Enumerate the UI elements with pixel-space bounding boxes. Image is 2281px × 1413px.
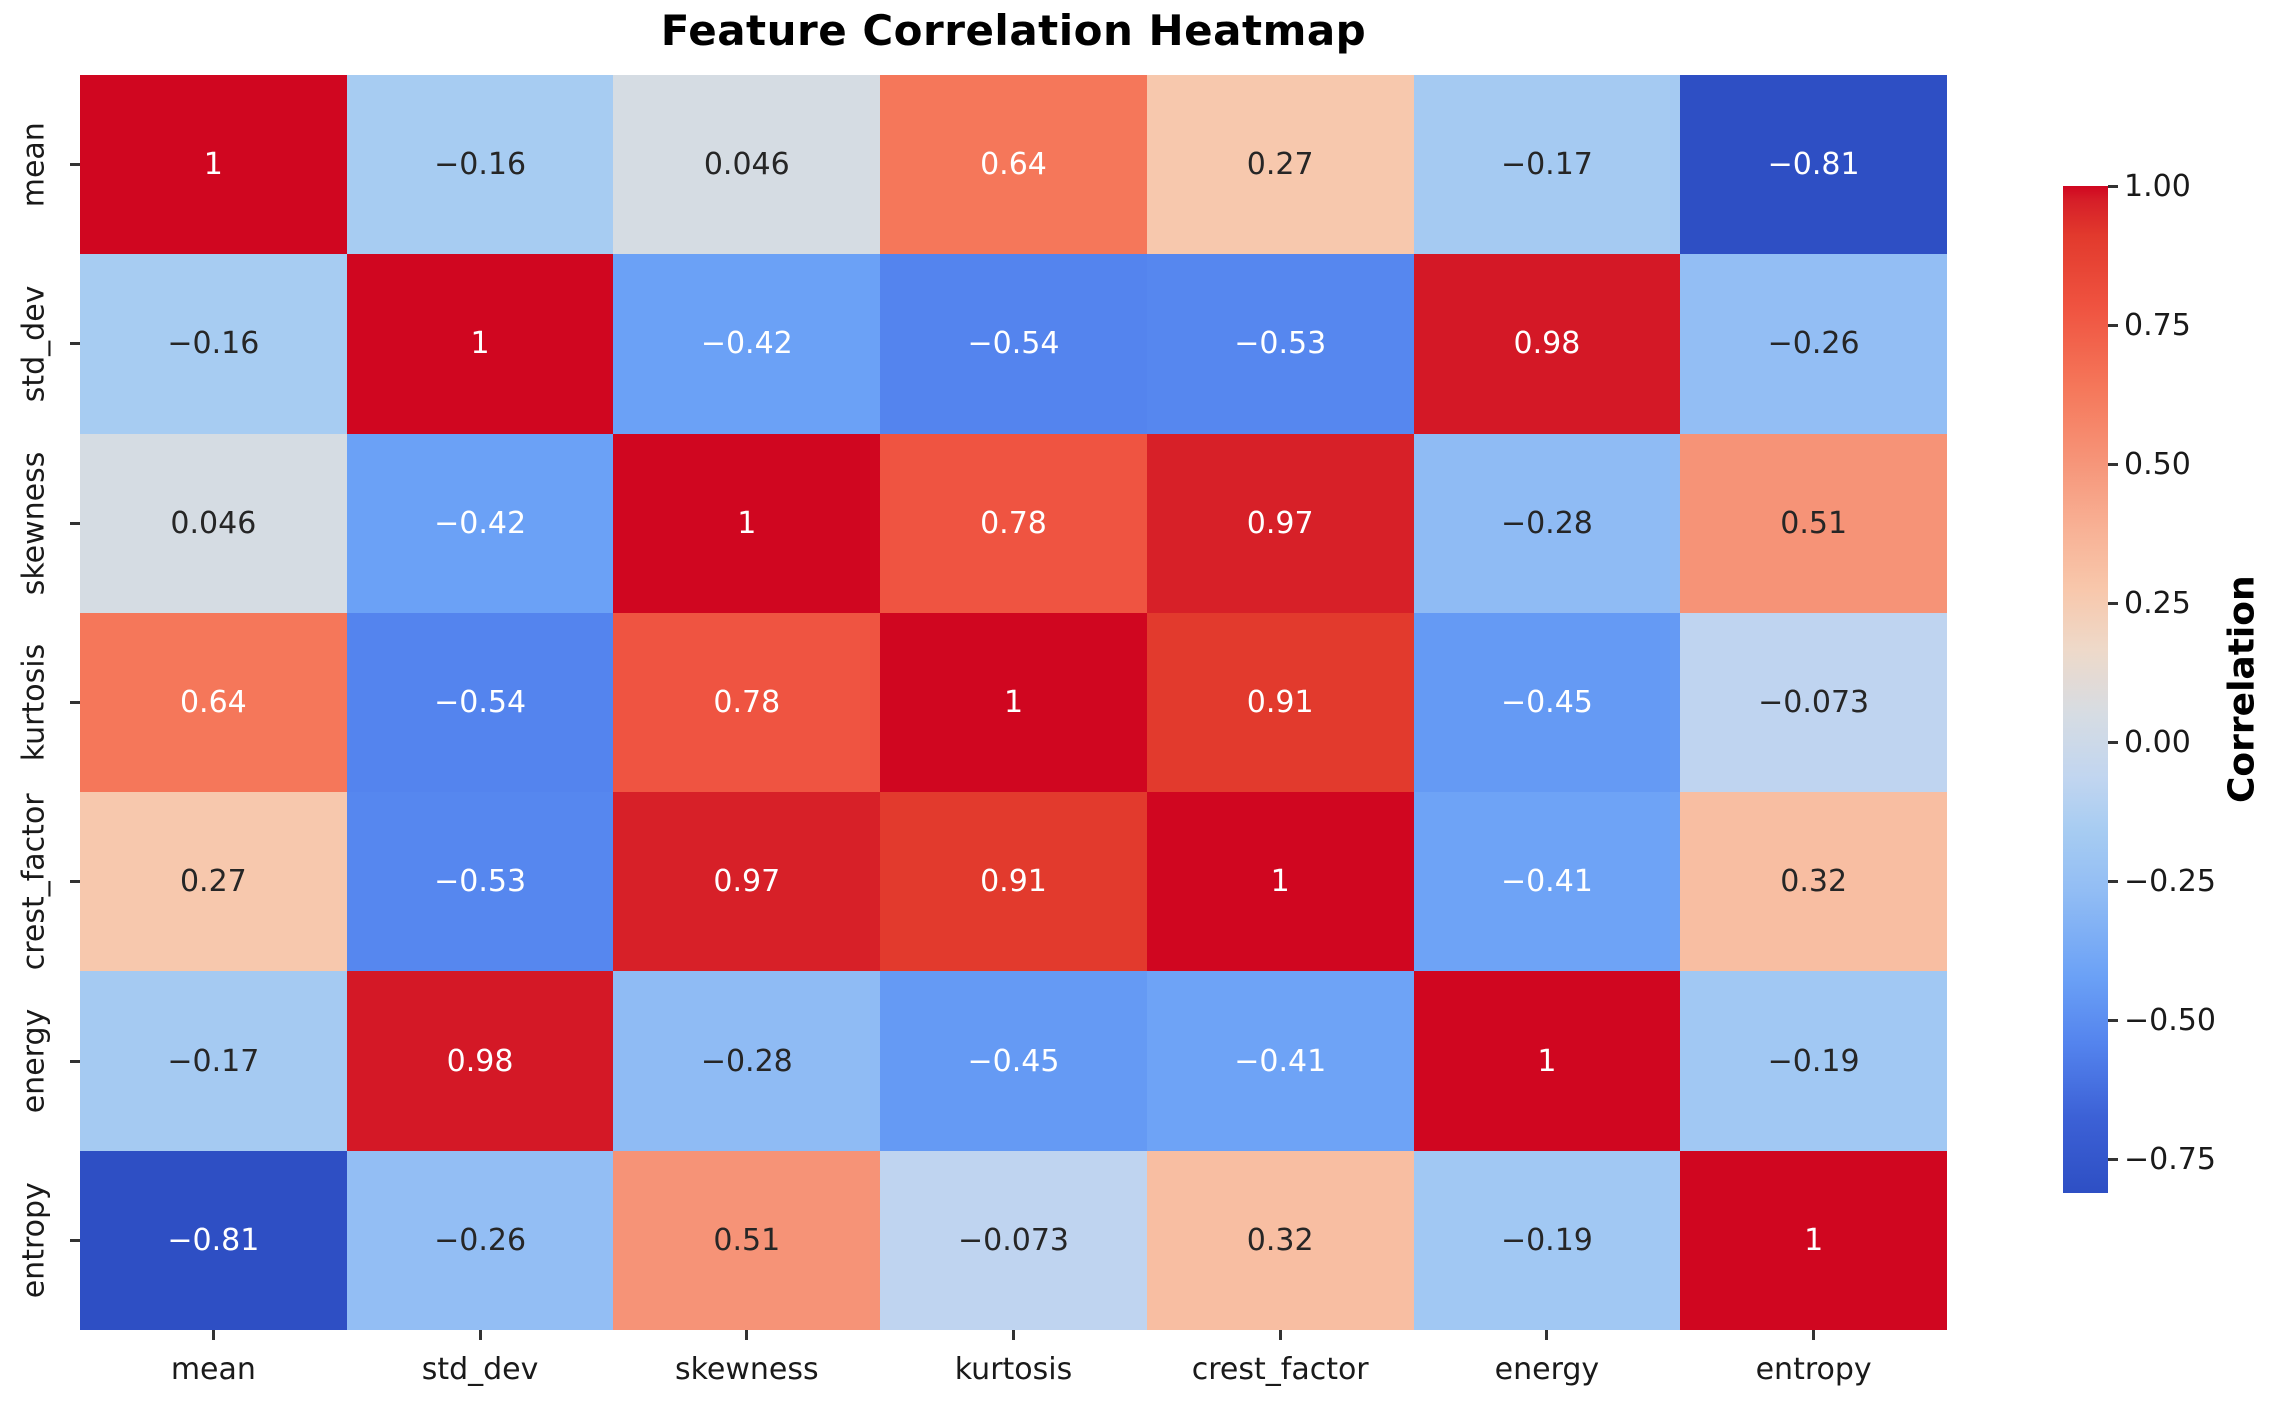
y-tick-mark — [70, 701, 80, 704]
heatmap-cell: −0.81 — [1680, 75, 1947, 255]
x-axis-label: std_dev — [421, 1352, 539, 1387]
heatmap-cell: 0.64 — [80, 612, 347, 793]
colorbar-tick-mark — [2108, 879, 2118, 883]
heatmap-cell: 0.91 — [880, 792, 1147, 972]
heatmap-cell: −0.16 — [346, 75, 614, 255]
y-tick-mark — [70, 1238, 80, 1242]
colorbar-tick-mark — [2108, 184, 2118, 188]
colorbar-tick-label: 0.00 — [2124, 724, 2191, 760]
heatmap-cell: −0.28 — [1413, 433, 1681, 613]
heatmap-cell: 0.32 — [1146, 1150, 1414, 1330]
colorbar-tick-label: −0.25 — [2124, 863, 2216, 899]
heatmap-cell: 1 — [1413, 971, 1681, 1151]
y-tick-mark — [70, 880, 80, 884]
heatmap-cell: 0.51 — [613, 1150, 881, 1330]
heatmap-cell: −0.073 — [1680, 612, 1947, 793]
chart-title: Feature Correlation Heatmap — [660, 6, 1367, 55]
heatmap-cell: −0.26 — [346, 1150, 614, 1330]
heatmap-cell: 0.78 — [880, 433, 1147, 613]
heatmap-cell: −0.41 — [1146, 971, 1414, 1151]
colorbar-tick-label: 0.75 — [2124, 307, 2191, 343]
heatmap-cell: 0.32 — [1680, 792, 1947, 972]
colorbar-tick-mark — [2108, 1019, 2118, 1023]
x-tick-mark — [1012, 1330, 1015, 1340]
heatmap-cell: −0.53 — [1146, 254, 1414, 434]
heatmap-cell: −0.28 — [613, 971, 881, 1151]
colorbar-tick-mark — [2108, 1158, 2118, 1162]
y-tick-mark — [70, 163, 80, 167]
y-tick-mark — [70, 1059, 80, 1063]
heatmap-cell: 0.97 — [613, 792, 881, 972]
heatmap-cell: −0.54 — [880, 254, 1147, 434]
heatmap-cell: 0.51 — [1680, 433, 1947, 613]
heatmap-cell: −0.17 — [1413, 75, 1681, 255]
heatmap-cell: −0.41 — [1413, 792, 1681, 972]
colorbar-tick-mark — [2108, 740, 2118, 744]
heatmap-grid: 1 −0.16 0.046 0.64 0.27 −0.17 −0.81 −0.16 1 −0.42… — [80, 75, 1947, 1330]
y-axis-label: kurtosis — [16, 643, 52, 762]
heatmap-cell: 0.78 — [613, 612, 881, 793]
y-tick-mark — [70, 521, 80, 525]
x-axis-label: crest_factor — [1191, 1352, 1369, 1387]
x-tick-mark — [745, 1330, 749, 1340]
y-axis-label: energy — [16, 1008, 52, 1114]
heatmap-cell: −0.45 — [880, 971, 1147, 1151]
heatmap-cell: −0.073 — [880, 1150, 1147, 1330]
heatmap-cell: −0.19 — [1413, 1150, 1681, 1330]
y-tick-mark — [70, 342, 80, 346]
x-tick-mark — [211, 1330, 215, 1340]
x-tick-mark — [1812, 1330, 1816, 1340]
heatmap-cell: 1 — [80, 75, 347, 255]
heatmap-cell: 1 — [346, 254, 614, 434]
heatmap-cell: 0.98 — [1413, 254, 1681, 434]
heatmap-cell: 1 — [880, 612, 1147, 793]
colorbar-tick-mark — [2108, 323, 2118, 327]
colorbar-tick-label: −0.50 — [2124, 1003, 2216, 1039]
colorbar — [2063, 186, 2108, 1193]
heatmap-cell: −0.16 — [80, 254, 347, 434]
x-axis-label: energy — [1494, 1352, 1600, 1387]
colorbar-tick-label: 0.50 — [2124, 446, 2191, 482]
y-axis-label: entropy — [16, 1182, 52, 1299]
colorbar-tick-label: 1.00 — [2124, 168, 2191, 204]
colorbar-tick-mark — [2108, 601, 2118, 605]
heatmap-cell: 0.27 — [80, 792, 347, 972]
heatmap-cell: 0.91 — [1146, 612, 1414, 793]
y-axis-label: std_dev — [16, 285, 52, 403]
heatmap-cell: −0.42 — [613, 254, 881, 434]
x-axis-label: mean — [170, 1352, 256, 1387]
heatmap-cell: 0.98 — [346, 971, 614, 1151]
x-tick-mark — [478, 1330, 482, 1340]
heatmap-cell: 0.27 — [1146, 75, 1414, 255]
heatmap-cell: 1 — [1680, 1150, 1947, 1330]
heatmap-cell: −0.81 — [80, 1150, 347, 1330]
colorbar-tick-label: −0.75 — [2124, 1142, 2216, 1178]
x-axis-label: entropy — [1755, 1352, 1872, 1387]
heatmap-cell: 0.64 — [880, 75, 1147, 255]
heatmap-cell: −0.42 — [346, 433, 614, 613]
y-axis-label: skewness — [16, 451, 52, 596]
x-axis-label: skewness — [674, 1352, 819, 1387]
heatmap-cell: 0.97 — [1146, 433, 1414, 613]
x-tick-mark — [1278, 1330, 1282, 1340]
heatmap-cell: 1 — [1146, 792, 1414, 972]
heatmap-cell: −0.54 — [346, 612, 614, 793]
heatmap-cell: −0.17 — [80, 971, 347, 1151]
y-axis-label: crest_factor — [16, 793, 52, 971]
colorbar-tick-mark — [2108, 462, 2118, 466]
heatmap-cell: −0.26 — [1680, 254, 1947, 434]
x-axis-label: kurtosis — [954, 1352, 1073, 1387]
heatmap-cell: −0.53 — [346, 792, 614, 972]
heatmap-cell: 0.046 — [613, 75, 881, 255]
heatmap-cell: 1 — [613, 433, 881, 613]
colorbar-label: Correlation — [2221, 575, 2263, 804]
heatmap-cell: −0.19 — [1680, 971, 1947, 1151]
heatmap-cell: 0.046 — [80, 433, 347, 613]
y-axis-label: mean — [16, 122, 52, 208]
colorbar-tick-label: 0.25 — [2124, 585, 2191, 621]
heatmap-cell: −0.45 — [1413, 612, 1681, 793]
x-tick-mark — [1545, 1330, 1549, 1340]
